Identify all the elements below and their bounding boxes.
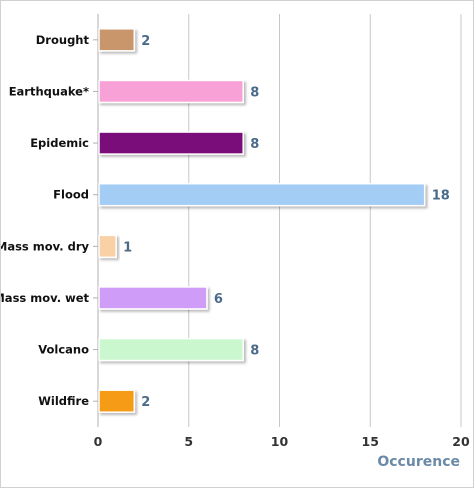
x-tick-label: 15 xyxy=(362,434,379,449)
value-label: 8 xyxy=(250,137,259,152)
bar-epidemic xyxy=(98,131,244,155)
labels: 0 5 10 15 20 Drought 2 Earthquake* 8 Epidemic 8 Flo… xyxy=(1,33,470,449)
bar-mass-mov-wet xyxy=(98,286,208,310)
x-tick-label: 0 xyxy=(94,434,103,449)
bars xyxy=(98,28,426,413)
category-label: Wildfire xyxy=(38,394,89,408)
category-label: Flood xyxy=(53,188,89,202)
x-tick-label: 5 xyxy=(184,434,193,449)
category-label: Mass mov. wet xyxy=(1,291,89,305)
value-label: 8 xyxy=(250,85,259,100)
value-label: 2 xyxy=(141,34,150,49)
category-label: Drought xyxy=(36,33,90,47)
bar-mass-mov-dry xyxy=(98,234,117,259)
category-label: Earthquake* xyxy=(9,84,89,98)
x-tick-label: 20 xyxy=(452,434,470,449)
bar-wildfire xyxy=(98,389,136,413)
category-label: Volcano xyxy=(38,343,89,357)
x-axis-title: Occurence xyxy=(377,454,460,470)
axes xyxy=(93,14,99,427)
value-label: 2 xyxy=(141,395,150,410)
bar-volcano xyxy=(98,337,244,362)
x-tick-label: 10 xyxy=(271,434,289,449)
value-label: 8 xyxy=(250,344,259,359)
category-label: Epidemic xyxy=(30,136,89,150)
value-label: 6 xyxy=(214,292,223,307)
grid-lines xyxy=(188,14,462,427)
value-label: 1 xyxy=(123,240,132,255)
bar-flood xyxy=(98,182,426,207)
bar-earthquake xyxy=(98,79,244,104)
value-label: 18 xyxy=(432,189,450,204)
category-label: Mass mov. dry xyxy=(1,239,89,253)
bar-drought xyxy=(98,28,136,52)
